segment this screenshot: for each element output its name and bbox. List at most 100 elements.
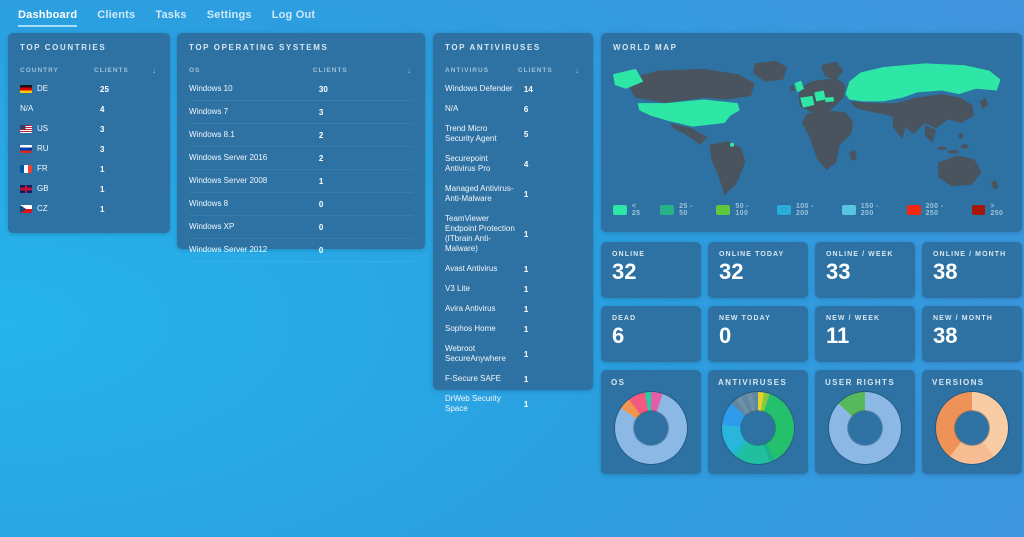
row-label: Windows 7: [189, 107, 229, 116]
stat-value: 32: [719, 259, 744, 284]
legend-label: > 250: [990, 203, 1004, 217]
legend-item: 25 - 50: [660, 203, 703, 217]
top-antiviruses-panel: TOP ANTIVIRUSES ANTIVIRUS CLIENTS ↓ Wind…: [433, 33, 593, 413]
legend-swatch: [716, 205, 731, 215]
stat-card-online-today: ONLINE TODAY 32: [708, 242, 808, 298]
sort-icon[interactable]: ↓: [575, 66, 579, 75]
stat-label: NEW TODAY: [719, 315, 771, 322]
world-map[interactable]: [613, 58, 1010, 198]
nav-logout[interactable]: Log Out: [271, 9, 316, 21]
legend-swatch: [841, 205, 856, 215]
row-value: 4: [523, 159, 529, 169]
antiviruses-chart-panel: ANTIVIRUSES: [708, 370, 808, 474]
germany-shape: [814, 90, 826, 102]
row-value: 2: [318, 130, 324, 140]
row-label: Windows Server 2016: [189, 153, 268, 162]
stat-value: 32: [612, 259, 637, 284]
row-label: Securepoint Antivirus Pro: [445, 154, 491, 173]
africa-shape: [802, 110, 854, 170]
row-value: 1: [100, 184, 105, 194]
new-zealand-shape: [991, 179, 999, 190]
uk-shape: [794, 80, 804, 93]
chart-title: ANTIVIRUSES: [718, 378, 788, 387]
row-value: 1: [523, 189, 529, 199]
borneo-island: [960, 144, 969, 149]
table-row: DE 25: [20, 84, 158, 94]
nav-dashboard[interactable]: Dashboard: [18, 9, 78, 27]
row-value: 5: [523, 129, 529, 139]
table-row: N/A 6: [445, 104, 581, 114]
row-value: 3: [318, 107, 324, 117]
panel-title: TOP OPERATING SYSTEMS: [189, 43, 329, 52]
chart-title: USER RIGHTS: [825, 378, 896, 387]
user-rights-donut-chart[interactable]: [829, 392, 901, 464]
column-header-clients[interactable]: CLIENTS: [517, 67, 553, 74]
row-value: 25: [100, 84, 109, 94]
stat-card-new-month: NEW / MONTH 38: [922, 306, 1022, 362]
stat-value: 38: [933, 259, 958, 284]
row-label: N/A: [20, 104, 34, 113]
column-header-antivirus[interactable]: ANTIVIRUS: [445, 67, 490, 74]
sort-icon[interactable]: ↓: [152, 66, 156, 75]
table-header: ANTIVIRUS CLIENTS ↓: [445, 66, 581, 75]
column-header-country[interactable]: COUNTRY: [20, 67, 59, 74]
versions-donut-chart[interactable]: [936, 392, 1008, 464]
india-shape: [892, 115, 908, 140]
table-row: V3 Lite 1: [445, 284, 581, 294]
table-row: Windows 10 30: [189, 84, 413, 101]
antivirus-table: Windows Defender 14 N/A 6 Trend Micro Securi…: [445, 84, 581, 414]
row-label: Windows 8: [189, 199, 229, 208]
row-value: 1: [523, 304, 529, 314]
sort-icon[interactable]: ↓: [407, 66, 411, 75]
row-label: Windows 10: [189, 84, 233, 93]
row-value: 1: [523, 229, 529, 239]
row-label: Windows Server 2012: [189, 245, 268, 254]
table-row: Windows Server 2016 2: [189, 153, 413, 170]
legend-swatch: [777, 205, 791, 215]
south-america-shape: [709, 141, 746, 196]
row-label: V3 Lite: [445, 284, 470, 293]
row-value: 1: [100, 204, 105, 214]
canada-shape: [624, 68, 755, 104]
row-label: US: [20, 124, 100, 134]
row-label: Managed Antivirus-Anti-Malware: [445, 184, 514, 203]
france-shape: [800, 95, 815, 108]
stats-grid: ONLINE 32 ONLINE TODAY 32 ONLINE / WEEK …: [601, 242, 1022, 362]
table-row: Windows 8.1 2: [189, 130, 413, 147]
table-row: Avira Antivirus 1: [445, 304, 581, 314]
column-header-clients[interactable]: CLIENTS: [94, 67, 129, 74]
table-row: Windows XP 0: [189, 222, 413, 239]
os-donut-chart[interactable]: [615, 392, 687, 464]
table-row: Windows 7 3: [189, 107, 413, 124]
gb-flag-icon: [20, 185, 32, 193]
fr-flag-icon: [20, 165, 32, 173]
guyana-dot: [730, 142, 735, 147]
row-value: 14: [523, 84, 533, 94]
donut-hole: [634, 411, 668, 445]
os-table: Windows 10 30 Windows 7 3 Windows 8.1 2 Window…: [189, 84, 413, 262]
japan-shape: [979, 97, 989, 110]
nav-tasks[interactable]: Tasks: [155, 9, 187, 21]
stat-label: ONLINE / WEEK: [826, 251, 894, 258]
australia-shape: [938, 155, 982, 187]
row-label: Windows XP: [189, 222, 235, 231]
column-header-clients[interactable]: CLIENTS: [312, 67, 348, 74]
row-value: 4: [100, 104, 105, 114]
madagascar-shape: [849, 150, 857, 161]
row-label: N/A: [445, 104, 459, 113]
nav-clients[interactable]: Clients: [97, 9, 136, 21]
row-value: 3: [100, 144, 105, 154]
greenland-shape: [752, 60, 787, 82]
column-header-os[interactable]: OS: [189, 67, 201, 74]
stat-label: ONLINE TODAY: [719, 251, 785, 258]
legend-label: 200 - 250: [925, 203, 944, 217]
alaska-shape: [613, 68, 644, 89]
antiviruses-donut-chart[interactable]: [722, 392, 794, 464]
legend-label: 25 - 50: [679, 203, 693, 217]
nav-settings[interactable]: Settings: [206, 9, 252, 21]
legend-swatch: [613, 205, 627, 215]
ireland-shape: [789, 85, 795, 92]
row-value: 3: [100, 124, 105, 134]
table-row: DrWeb Security Space 1: [445, 394, 581, 414]
stat-card-online-week: ONLINE / WEEK 33: [815, 242, 915, 298]
